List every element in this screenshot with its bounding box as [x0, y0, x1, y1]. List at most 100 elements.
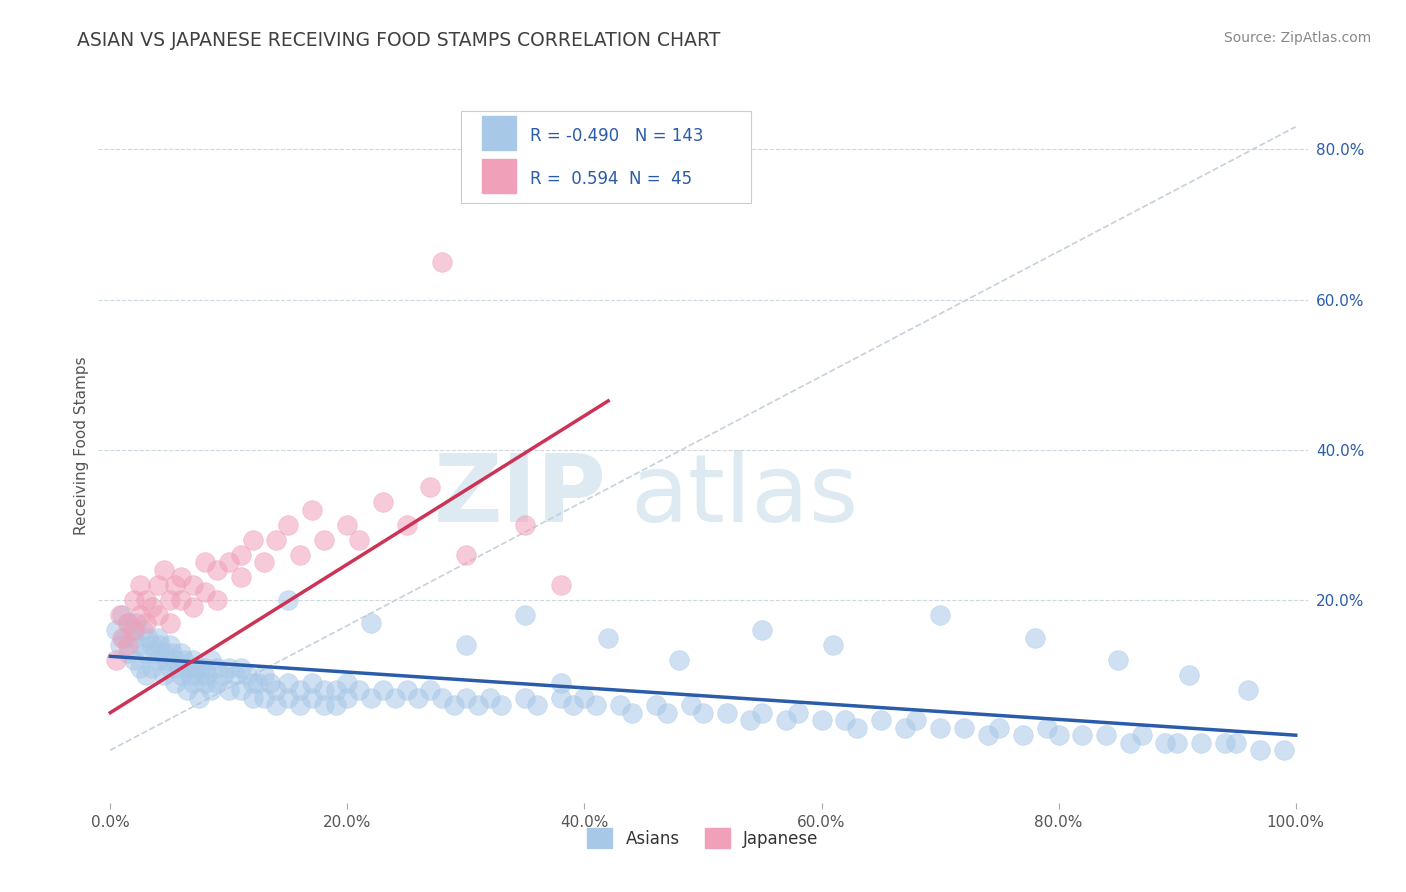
Point: [117, 646, 139, 660]
Point: [146, 631, 169, 645]
Point: [526, 698, 548, 713]
Point: [301, 675, 323, 690]
Bar: [482, 159, 516, 193]
Y-axis label: Receiving Food Stamps: Receiving Food Stamps: [75, 357, 89, 535]
Point: [235, 668, 257, 682]
Point: [135, 668, 157, 682]
Point: [181, 675, 204, 690]
Point: [125, 615, 148, 630]
Point: [176, 660, 198, 674]
Point: [834, 713, 856, 727]
Point: [253, 690, 276, 705]
Point: [264, 533, 287, 547]
Point: [325, 683, 347, 698]
Point: [129, 607, 152, 622]
Point: [218, 556, 240, 570]
Point: [454, 690, 477, 705]
Point: [129, 660, 152, 674]
Point: [242, 675, 264, 690]
Point: [301, 503, 323, 517]
Point: [229, 660, 252, 674]
Point: [668, 653, 690, 667]
Point: [325, 698, 347, 713]
Point: [122, 593, 145, 607]
Point: [360, 615, 382, 630]
Bar: [482, 116, 516, 150]
Point: [1189, 736, 1212, 750]
Point: [478, 690, 501, 705]
Point: [229, 683, 252, 698]
Point: [432, 255, 454, 269]
Point: [194, 556, 217, 570]
Point: [432, 690, 454, 705]
Point: [212, 668, 235, 682]
Point: [218, 683, 240, 698]
Point: [515, 607, 537, 622]
Point: [929, 721, 952, 735]
Point: [146, 653, 169, 667]
Point: [181, 600, 204, 615]
Point: [1071, 728, 1094, 742]
Point: [105, 623, 128, 637]
Point: [371, 683, 394, 698]
Point: [1107, 653, 1129, 667]
Point: [550, 578, 572, 592]
Point: [135, 646, 157, 660]
Point: [132, 623, 155, 637]
Point: [259, 675, 281, 690]
Point: [1119, 736, 1142, 750]
Point: [395, 517, 418, 532]
Text: ZIP: ZIP: [433, 450, 606, 542]
Point: [165, 653, 187, 667]
Point: [1249, 743, 1271, 757]
Point: [188, 668, 211, 682]
Point: [454, 638, 477, 652]
Point: [347, 683, 370, 698]
Point: [141, 600, 163, 615]
Point: [336, 517, 359, 532]
Point: [242, 690, 264, 705]
Point: [347, 533, 370, 547]
Point: [180, 668, 202, 682]
Point: [205, 593, 228, 607]
Point: [1272, 743, 1295, 757]
Point: [160, 646, 183, 660]
Point: [200, 683, 222, 698]
Point: [929, 607, 952, 622]
Point: [574, 690, 596, 705]
Point: [242, 533, 264, 547]
Point: [135, 615, 157, 630]
Point: [253, 668, 276, 682]
Point: [105, 653, 128, 667]
Point: [657, 706, 679, 720]
Point: [121, 623, 143, 637]
Point: [143, 646, 166, 660]
Point: [1166, 736, 1188, 750]
Point: [312, 533, 335, 547]
Point: [288, 548, 311, 562]
Point: [165, 578, 187, 592]
FancyBboxPatch shape: [461, 111, 751, 203]
Point: [264, 698, 287, 713]
Point: [149, 638, 172, 652]
Point: [336, 690, 359, 705]
Point: [170, 593, 193, 607]
Point: [197, 668, 219, 682]
Point: [277, 690, 299, 705]
Point: [952, 721, 974, 735]
Point: [129, 638, 152, 652]
Point: [740, 713, 762, 727]
Point: [1213, 736, 1236, 750]
Point: [205, 675, 228, 690]
Point: [108, 607, 131, 622]
Point: [181, 578, 204, 592]
Point: [170, 570, 193, 584]
Point: [194, 675, 217, 690]
Text: R =  0.594  N =  45: R = 0.594 N = 45: [530, 170, 692, 188]
Point: [170, 646, 193, 660]
Point: [277, 517, 299, 532]
Point: [716, 706, 738, 720]
Point: [111, 631, 134, 645]
Text: Source: ZipAtlas.com: Source: ZipAtlas.com: [1223, 31, 1371, 45]
Point: [419, 683, 441, 698]
